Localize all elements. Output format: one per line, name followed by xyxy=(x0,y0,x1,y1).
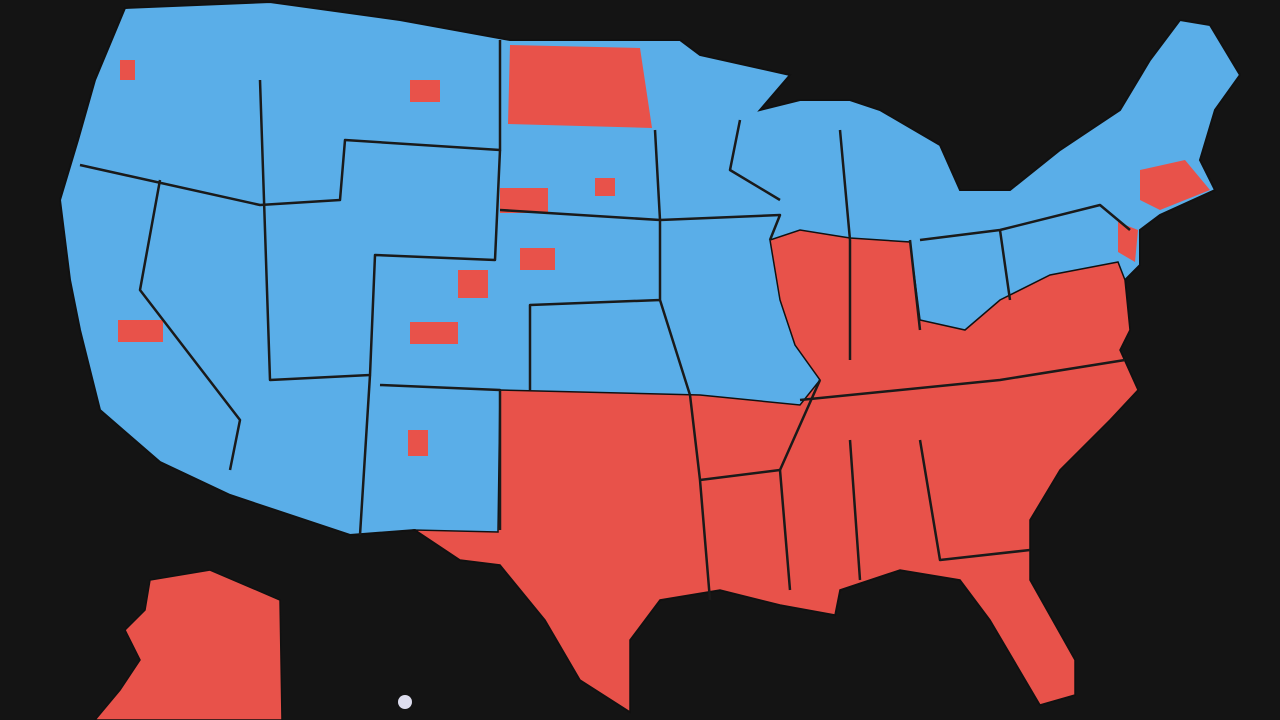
border xyxy=(799,239,1126,402)
red-region-north xyxy=(508,45,652,128)
border xyxy=(778,439,1031,591)
county xyxy=(410,80,440,102)
red-counties xyxy=(118,60,615,456)
county xyxy=(595,178,615,196)
border xyxy=(138,179,242,471)
county xyxy=(410,322,458,344)
county xyxy=(120,60,135,80)
county xyxy=(520,248,555,270)
border xyxy=(919,203,1131,301)
alaska xyxy=(94,569,283,720)
red-region-northeast xyxy=(1118,160,1210,262)
border xyxy=(258,79,502,382)
state-borders xyxy=(79,40,1131,601)
county xyxy=(118,320,163,342)
island xyxy=(398,695,412,709)
border xyxy=(728,119,852,241)
border xyxy=(358,374,502,536)
county xyxy=(458,270,488,298)
border xyxy=(79,40,502,207)
border xyxy=(499,208,692,396)
county xyxy=(408,430,428,456)
border xyxy=(653,129,782,241)
county xyxy=(500,188,548,213)
